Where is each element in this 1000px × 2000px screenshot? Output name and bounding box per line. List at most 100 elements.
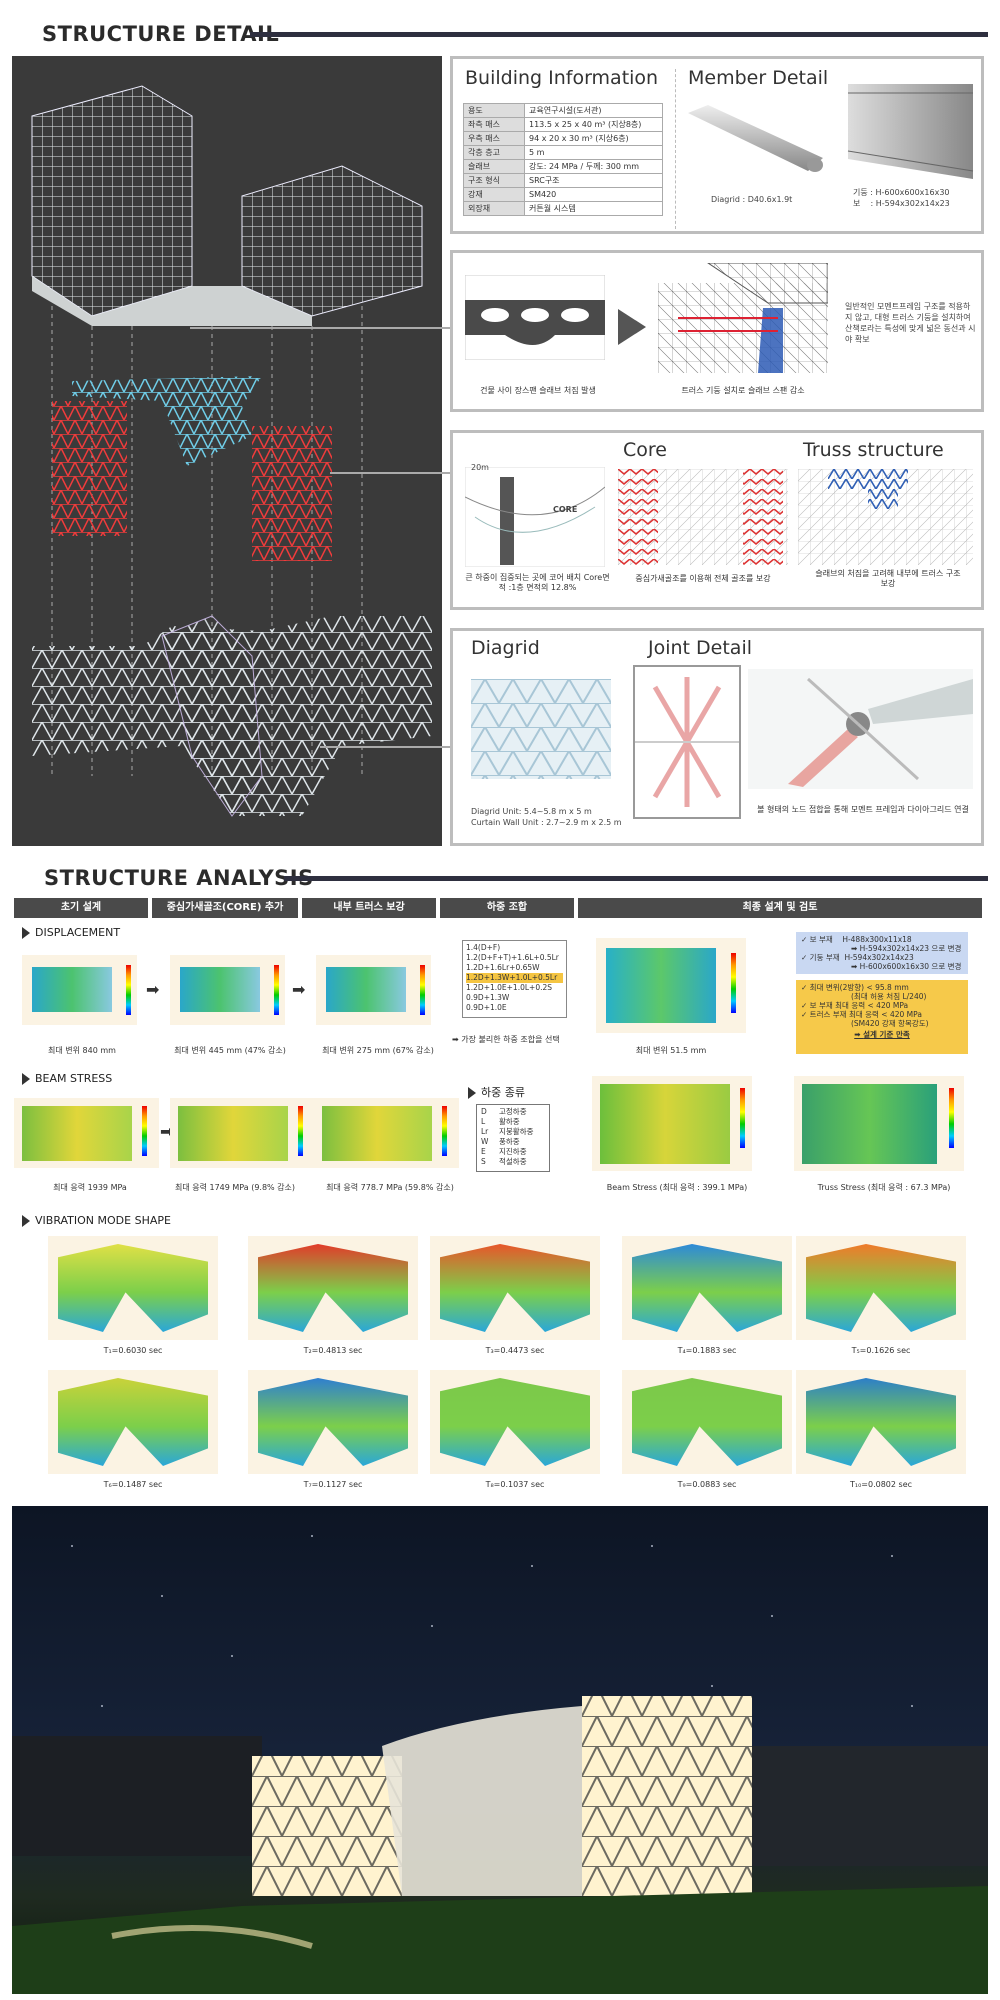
displacement-render-2 — [180, 967, 260, 1012]
vibration-period-label: T₂=0.4813 sec — [303, 1346, 363, 1355]
stress-render-2 — [178, 1106, 288, 1161]
criteria-yield: (SM420 강재 항복강도) — [851, 1019, 929, 1028]
info-row: 강재 SM420 — [463, 187, 663, 202]
vibration-period-label: T₆=0.1487 sec — [103, 1480, 163, 1489]
core-label: CORE — [553, 505, 578, 514]
load-type-name: 지진하중 — [499, 1147, 527, 1156]
triangle-bullet-icon — [468, 1087, 476, 1099]
arrow-icon: ➡ — [146, 980, 160, 999]
joint-detail-heading: Joint Detail — [648, 637, 753, 659]
info-row: 용도 교육연구시설(도서관) — [463, 103, 663, 118]
info-key: 슬래브 — [463, 159, 525, 174]
beam-stress-heading: BEAM STRESS — [22, 1072, 112, 1085]
info-row: 좌측 매스 113.5 x 25 x 40 m³ (지상8층) — [463, 117, 663, 132]
building-info-table: 용도 교육연구시설(도서관) 좌측 매스 113.5 x 25 x 40 m³ (지상… — [463, 103, 663, 216]
load-type-name: 활하중 — [499, 1117, 520, 1126]
column-change-to: H-600x600x16x30 으로 변경 — [859, 962, 962, 971]
load-type-item: L 활하중 — [481, 1117, 545, 1127]
vibration-period-label: T₈=0.1037 sec — [485, 1480, 545, 1489]
vibration-mode-model — [796, 1370, 966, 1474]
arrow-right-icon — [618, 309, 646, 345]
load-type-code: S — [481, 1157, 486, 1166]
slab-deflection-diagram — [465, 275, 605, 360]
color-legend — [126, 965, 131, 1015]
vibration-period-label: T₃=0.4473 sec — [485, 1346, 545, 1355]
load-type-item: E 지진하중 — [481, 1147, 545, 1157]
final-beam-stress-render — [600, 1084, 730, 1164]
criteria-line-3: ✓ 보 부재 최대 응력 < 420 MPa — [801, 1001, 909, 1010]
color-legend — [142, 1106, 147, 1156]
load-type-code: D — [481, 1107, 487, 1116]
column-change-from: H-594x302x14x23 — [844, 953, 914, 962]
joint-detail-inset — [633, 665, 741, 819]
column-change-row: ✓ 기둥 부재 H-594x302x14x23 — [801, 953, 914, 962]
info-key: 외장재 — [463, 201, 525, 216]
info-row: 각층 층고 5 m — [463, 145, 663, 160]
load-combination-item: 0.9D+1.0E — [466, 1003, 507, 1012]
info-value: 강도: 24 MPa / 두께: 300 mm — [524, 159, 663, 174]
color-legend — [949, 1088, 954, 1148]
truss-render — [798, 469, 973, 565]
vibration-period-label: T₄=0.1883 sec — [677, 1346, 737, 1355]
final-displacement-model — [596, 938, 746, 1033]
load-type-name: 적설하중 — [499, 1157, 527, 1166]
vibration-mode-model — [48, 1370, 218, 1474]
info-value: 5 m — [524, 145, 663, 160]
stress-model-3 — [314, 1098, 459, 1168]
displacement-model-2 — [170, 955, 285, 1025]
load-combination-item: 1.2D+1.6Lr+0.65W — [466, 963, 540, 972]
vibration-period-label: T₁=0.6030 sec — [103, 1346, 163, 1355]
stress-render-1 — [22, 1106, 132, 1161]
diagrid-unit-render — [471, 679, 611, 779]
vibration-mode-render — [440, 1244, 590, 1332]
load-combination-list: 1.4(D+F) 1.2(D+F+T)+1.6L+0.5Lr 1.2D+1.6Lr+… — [462, 940, 567, 1018]
vibration-mode-render — [58, 1378, 208, 1466]
displacement-caption-3: 최대 변위 275 mm (67% 감소) — [322, 1046, 434, 1055]
beam-change-row: ✓ 보 부재 H-488x300x11x18 — [801, 935, 912, 944]
info-value: 94 x 20 x 30 m³ (지상6층) — [524, 131, 663, 146]
load-types-list: D 고정하중 L 활하중 Lr 지붕활하중 W 풍하중 E 지진하중 S 적설하중 — [476, 1104, 550, 1172]
load-combination-item: 1.2D+1.3W+1.0L+0.5Lr — [466, 973, 563, 983]
stress-caption-2: 최대 응력 1749 MPa (9.8% 감소) — [174, 1183, 296, 1192]
vibration-mode-model — [796, 1236, 966, 1340]
joint-caption: 볼 형태의 노드 접합을 통해 모멘트 프레임과 다이아그리드 연결 — [757, 805, 969, 814]
final-truss-stress-model — [794, 1076, 964, 1171]
night-render-photo — [12, 1506, 988, 1994]
criteria-line-1: ✓ 최대 변위(2방향) < 95.8 mm — [801, 983, 909, 992]
load-combo-note: ➡ 가장 불리한 하중 조합을 선택 — [452, 1034, 582, 1045]
color-legend — [298, 1106, 303, 1156]
vibration-mode-render — [632, 1244, 782, 1332]
info-row: 외장재 커튼월 시스템 — [463, 201, 663, 216]
load-type-code: W — [481, 1137, 489, 1146]
color-legend — [442, 1106, 447, 1156]
displacement-render-1 — [32, 967, 112, 1012]
column-change-to-row: ➡ H-600x600x16x30 으로 변경 — [851, 962, 962, 971]
beam-change-label: 보 부재 — [809, 935, 833, 944]
criteria-beam-stress: 보 부재 최대 응력 < 420 MPa — [809, 1001, 909, 1010]
load-type-item: S 적설하중 — [481, 1157, 545, 1167]
load-type-code: Lr — [481, 1127, 489, 1136]
info-value: SM420 — [524, 187, 663, 202]
final-displacement-caption: 최대 변위 51.5 mm — [635, 1046, 707, 1055]
info-value: 113.5 x 25 x 40 m³ (지상8층) — [524, 117, 663, 132]
info-row: 슬래브 강도: 24 MPa / 두께: 300 mm — [463, 159, 663, 174]
step-truss: 내부 트러스 보강 — [302, 898, 436, 918]
title-rule — [284, 876, 988, 881]
step-final: 최종 설계 및 검토 — [578, 898, 982, 918]
arrow-icon: ➡ — [292, 980, 306, 999]
info-value: 교육연구시설(도서관) — [524, 103, 663, 118]
load-combination-item: 1.4(D+F) — [466, 943, 501, 952]
structure-detail-title: STRUCTURE DETAIL — [42, 22, 280, 46]
vibration-period-label: T₉=0.0883 sec — [677, 1480, 737, 1489]
vibration-mode-model — [248, 1370, 418, 1474]
title-rule — [250, 32, 988, 37]
vibration-mode-model — [430, 1370, 600, 1474]
load-types-heading: 하중 종류 — [468, 1084, 525, 1100]
vibration-period-label: T₅=0.1626 sec — [851, 1346, 911, 1355]
load-combo-note-text: 가장 불리한 하중 조합을 선택 — [461, 1035, 560, 1044]
core-box: Core Truss structure 20m CORE 큰 하중이 집중되는… — [450, 430, 984, 610]
info-key: 우측 매스 — [463, 131, 525, 146]
h-beam-render — [847, 84, 974, 179]
step-load: 하중 조합 — [440, 898, 574, 918]
info-row: 우측 매스 94 x 20 x 30 m³ (지상6층) — [463, 131, 663, 146]
